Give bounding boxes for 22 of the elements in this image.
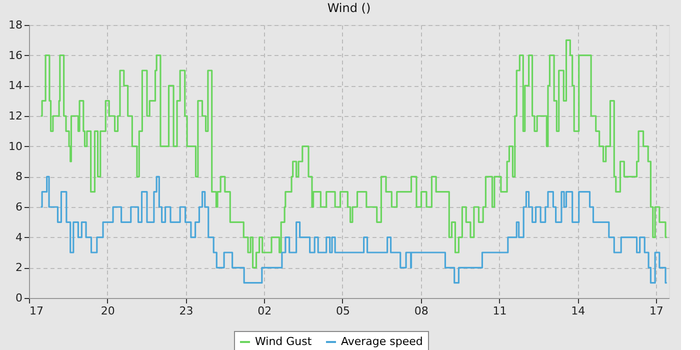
x-tick-label: 05 bbox=[336, 304, 350, 318]
y-tick-label: 4 bbox=[16, 230, 22, 244]
y-tick-label: 6 bbox=[16, 200, 22, 214]
y-tick-label: 0 bbox=[16, 292, 22, 304]
y-tick-label: 14 bbox=[8, 79, 22, 92]
x-tick-label: 20 bbox=[100, 304, 115, 318]
y-tick-label: 2 bbox=[16, 261, 22, 274]
x-tick-label: 11 bbox=[492, 304, 507, 318]
legend-label: Wind Gust bbox=[255, 335, 312, 348]
chart-title: Wind () bbox=[327, 1, 371, 15]
y-tick-label: 8 bbox=[16, 170, 22, 184]
y-tick-label: 16 bbox=[8, 48, 22, 62]
x-tick-label: 02 bbox=[258, 304, 272, 318]
y-tick-label: 18 bbox=[8, 18, 22, 32]
legend-label: Average speed bbox=[341, 335, 423, 348]
x-tick-label: 08 bbox=[414, 304, 428, 318]
x-tick-label: 17 bbox=[649, 304, 664, 318]
x-tick-label: 17 bbox=[30, 304, 44, 318]
x-tick-label: 14 bbox=[571, 304, 586, 318]
y-tick-label: 10 bbox=[8, 140, 22, 153]
x-tick-label: 23 bbox=[179, 304, 194, 318]
y-tick-label: 12 bbox=[8, 110, 22, 122]
